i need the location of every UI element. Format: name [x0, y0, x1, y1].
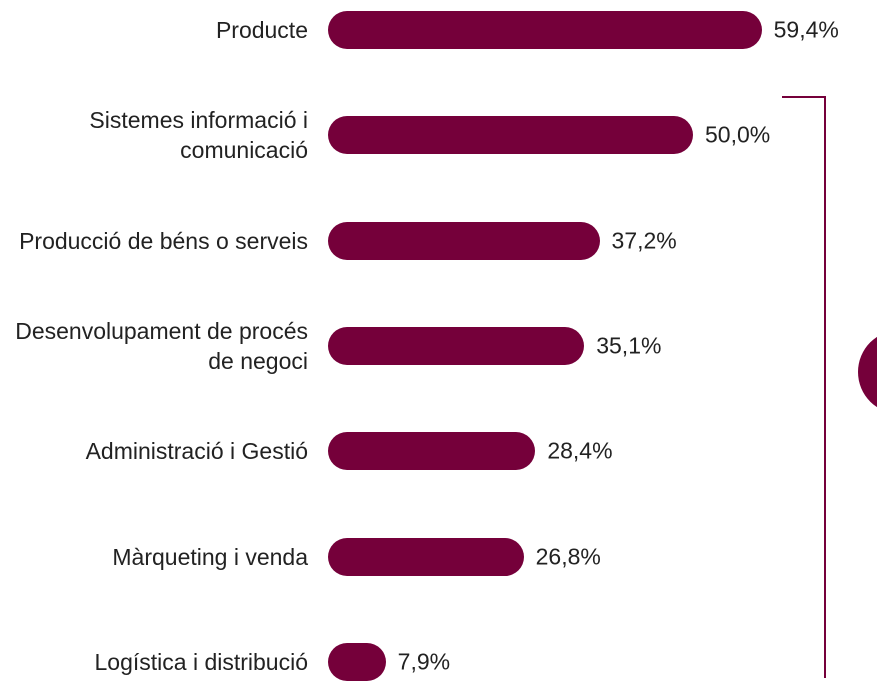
bar — [328, 642, 386, 681]
bar — [328, 537, 524, 576]
bar — [328, 326, 585, 365]
value-label: 59,4% — [773, 16, 839, 43]
bar — [328, 221, 600, 260]
bar — [328, 116, 693, 155]
category-label: Producte — [215, 17, 308, 43]
category-label: Màrqueting i venda — [112, 543, 308, 570]
bar — [328, 11, 762, 49]
category-label: Sistemes informació i comunicació — [89, 107, 308, 164]
circle-decoration — [858, 336, 877, 408]
value-label: 28,4% — [547, 437, 613, 464]
value-label: 50,0% — [705, 121, 771, 148]
value-label: 26,8% — [535, 543, 601, 569]
value-label: 35,1% — [596, 332, 662, 359]
value-label: 7,9% — [397, 648, 451, 675]
category-label: Producció de béns o serveis — [19, 227, 308, 254]
category-label: Logística i distribució — [94, 648, 309, 675]
value-label: 37,2% — [611, 227, 677, 254]
bar — [328, 432, 536, 471]
category-label: Desenvolupament de procés de negoci — [15, 317, 308, 374]
bracket — [782, 96, 826, 678]
category-label: Administració i Gestió — [85, 438, 308, 465]
